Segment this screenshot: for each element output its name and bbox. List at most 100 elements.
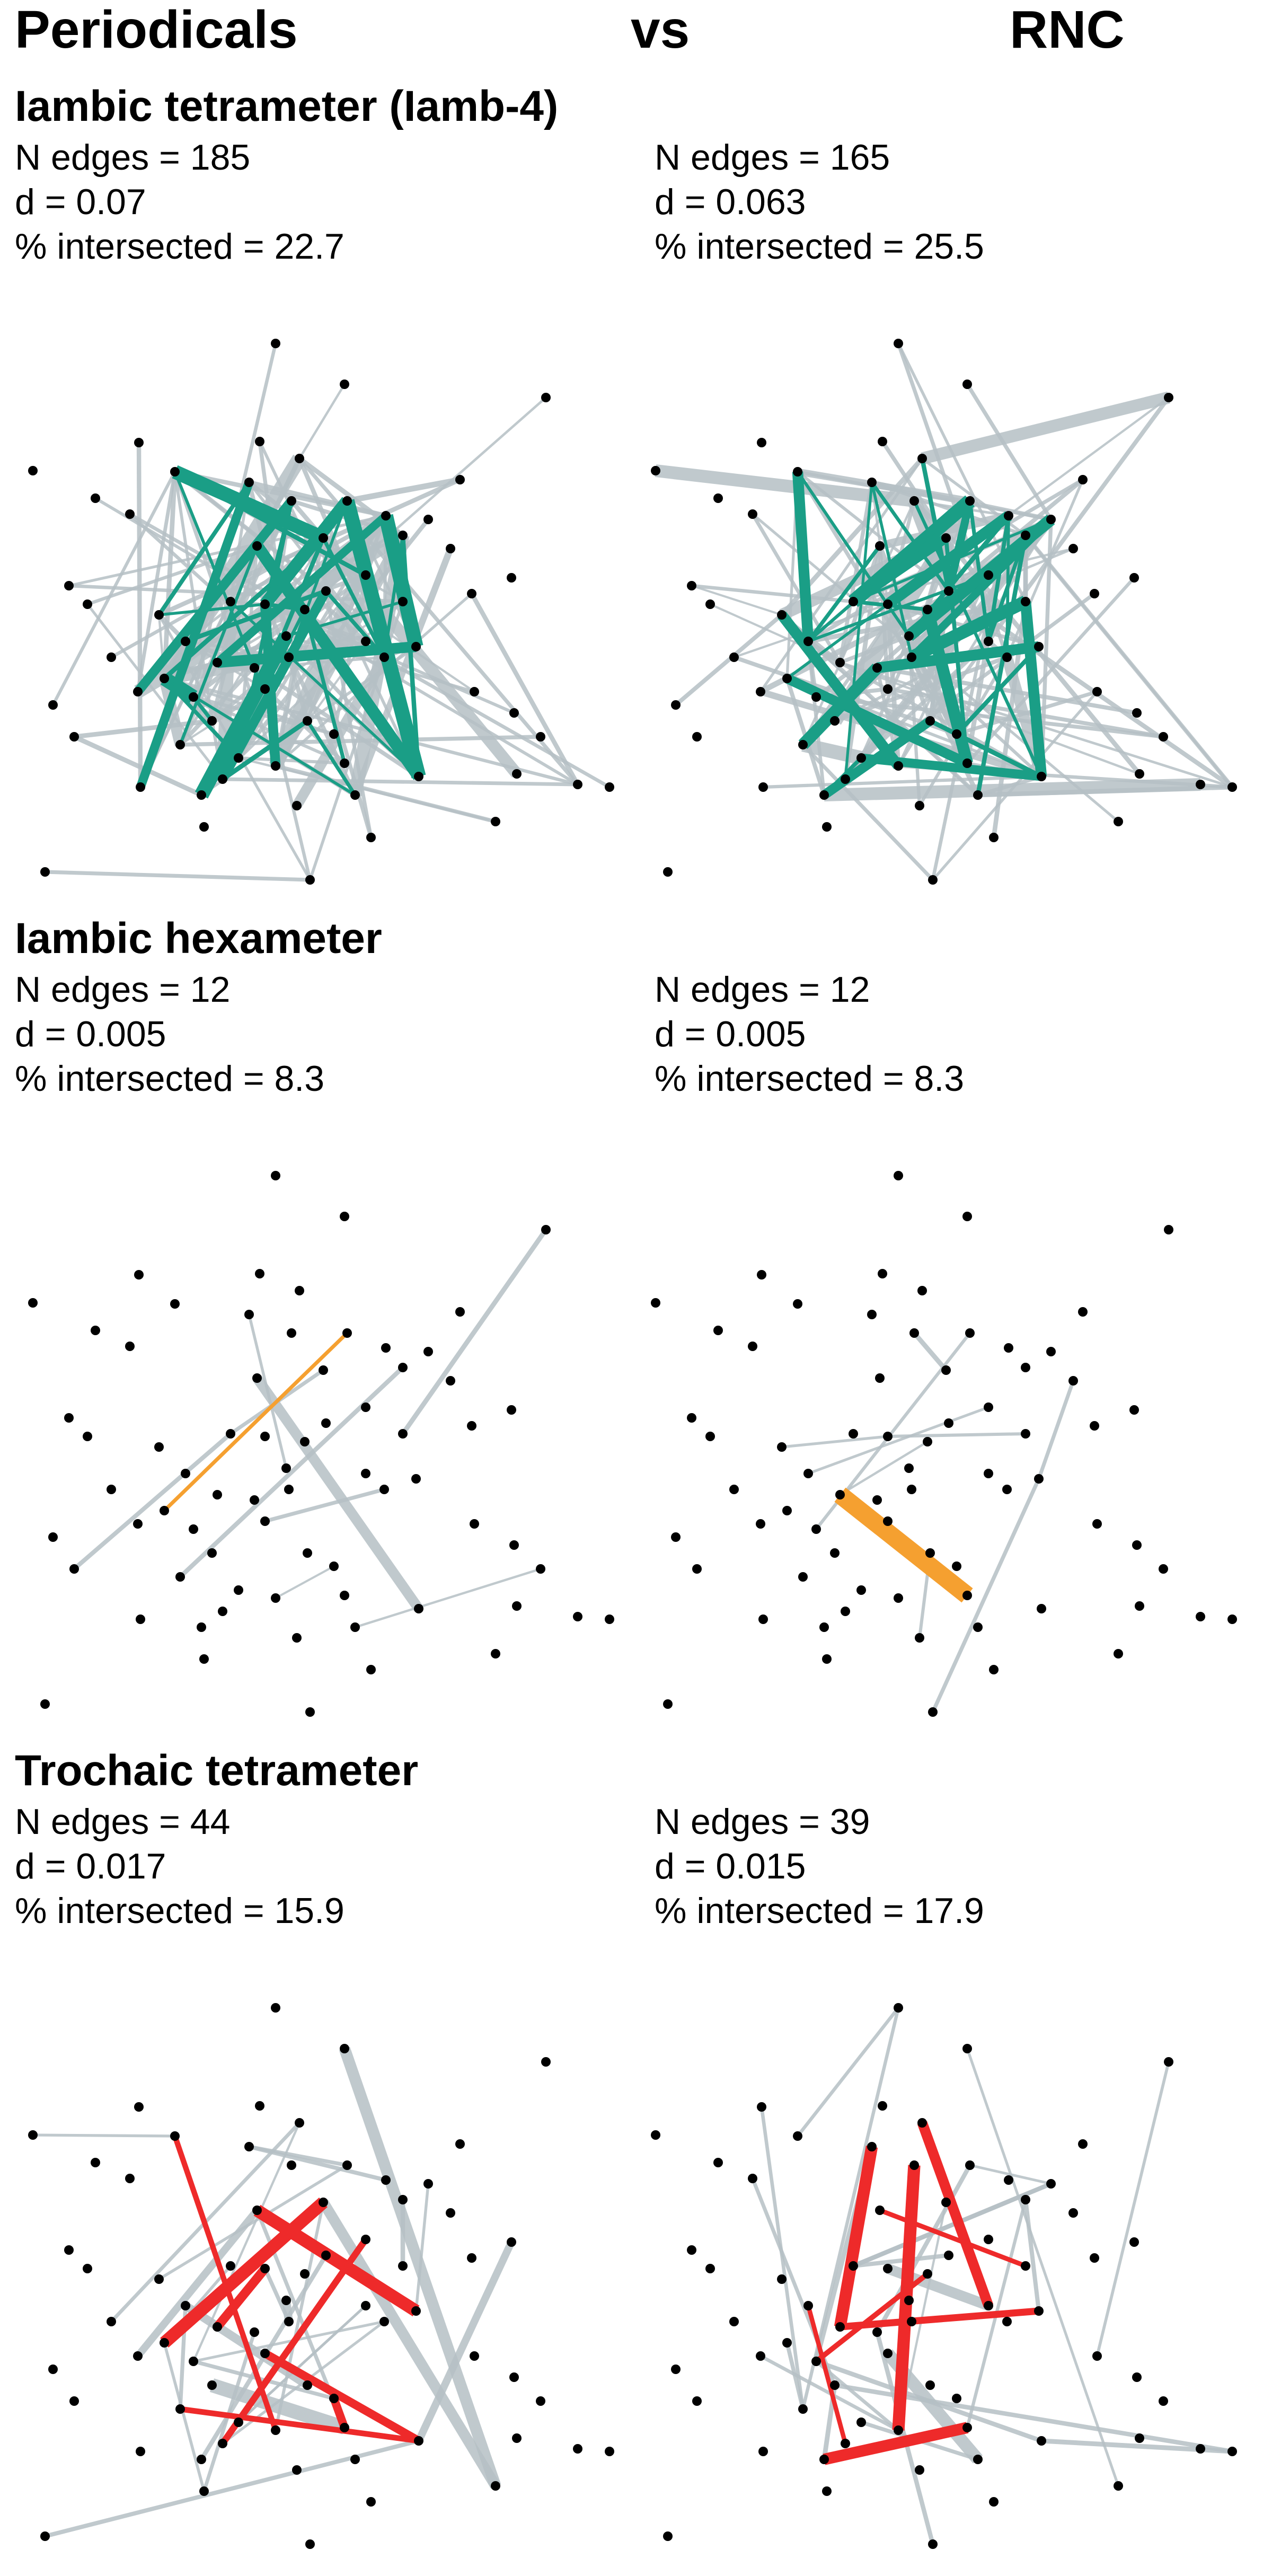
network-node [756,2351,765,2361]
network-edge [173,471,256,669]
network-node [1034,2306,1044,2316]
network-node [692,1564,702,1574]
network-node [340,2044,349,2053]
density-label: d = 0.015 [655,1846,806,1886]
network-edge [220,537,325,780]
network-node [213,1490,222,1499]
network-edge [73,734,202,798]
n-edges-label: N edges = 39 [655,1802,870,1842]
network-edge [238,756,496,823]
network-node [207,716,217,726]
network-node [133,687,143,696]
network-node [883,2264,893,2273]
network-node [878,437,887,446]
network-node [1046,515,1056,524]
network-edge [400,535,421,777]
network-node [1004,2175,1013,2185]
network-node [271,1171,280,1180]
network-node [883,599,893,609]
network-node [687,581,696,590]
network-node [1196,2444,1205,2454]
network-edge [691,585,782,616]
network-node [894,1171,903,1180]
network-node [260,599,270,609]
network-node [423,2179,433,2189]
stats-periodicals: N edges = 185 d = 0.07 % intersected = 2… [15,135,344,269]
network-node [300,605,310,614]
network-node [411,2306,421,2316]
network-node [872,1495,882,1505]
network-node [811,1524,821,1534]
network-node [909,1328,919,1338]
network-node [1227,1615,1237,1624]
network-node [295,1286,304,1295]
network-node [573,1612,582,1621]
network-node [446,2208,455,2218]
network-node [107,1485,116,1494]
network-node [319,1365,328,1375]
network-edge [966,2048,1120,2486]
network-node [962,2044,972,2053]
network-node [536,1564,545,1574]
network-node [989,833,999,842]
network-node [361,637,370,646]
network-node [1159,1564,1168,1574]
network-node [1129,2237,1139,2247]
network-node [909,496,919,506]
network-node [398,531,408,540]
network-edge [172,465,326,545]
network-node [136,1615,145,1624]
section-iambic-tetrameter: Iambic tetrameter (Iamb-4) N edges = 185… [0,85,1272,912]
network-node [925,716,935,726]
network-node [69,1564,79,1574]
network-node [984,2235,993,2244]
network-edge [180,2406,419,2444]
network-node [226,2261,235,2271]
section-title: Iambic hexameter [15,914,382,963]
network-node [1092,2351,1102,2361]
network-node [875,541,885,551]
network-node [1021,531,1030,540]
network-node [40,2531,50,2541]
network-node [1129,573,1139,583]
network-edge [944,500,974,592]
network-edge [801,738,863,765]
network-node [342,496,352,506]
network-node [160,1506,169,1515]
network-node [292,801,302,810]
network-node [303,2380,312,2390]
network-node [952,729,961,739]
network-edge [286,600,403,638]
network-node [1021,597,1030,606]
network-node [962,758,972,768]
network-node [83,599,92,609]
network-node [287,496,296,506]
network-node [872,663,882,673]
network-edge [86,603,224,780]
network-node [1078,1307,1088,1317]
intersected-label: % intersected = 22.7 [15,226,344,267]
network-node [819,790,829,800]
network-node [856,1585,866,1595]
network-edge [786,603,889,680]
network-node [883,2349,893,2358]
network-edge [917,2121,994,2308]
network-node [962,2423,972,2432]
network-node [663,2531,673,2541]
network-node [541,393,551,402]
network-node [305,1707,315,1717]
network-node [1037,2436,1046,2446]
network-node [835,2322,845,2332]
network-edge [319,2199,500,2489]
network-node [757,2102,766,2112]
section-title: Iambic tetrameter (Iamb-4) [15,82,559,130]
network-node [651,1298,660,1308]
network-edge [136,471,177,692]
network-node [984,637,993,646]
network-node [48,2365,58,2374]
network-node [878,2101,887,2111]
network-node [907,652,916,662]
network-edge [330,2397,349,2429]
network-node [756,1519,765,1529]
network-node [292,2465,302,2475]
